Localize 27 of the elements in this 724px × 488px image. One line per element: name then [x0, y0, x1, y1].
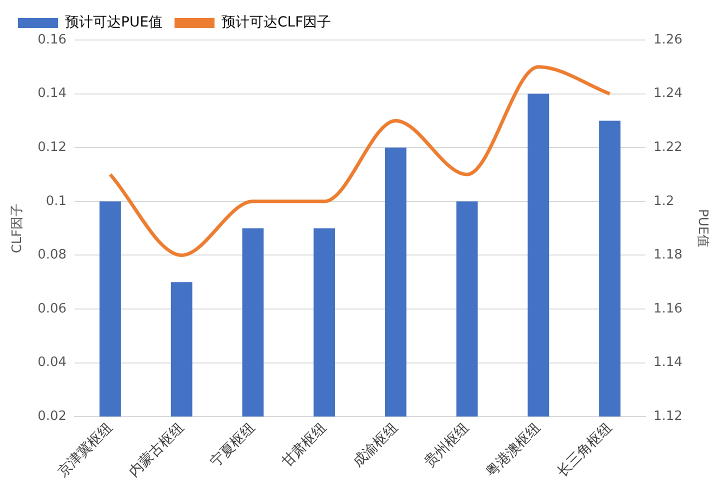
y2-tick-label: 1.26 [653, 32, 682, 48]
y-tick-label: 0.14 [38, 86, 67, 102]
y-tick-label: 0.1 [46, 194, 67, 209]
y2-tick-label: 1.12 [653, 409, 682, 424]
legend-label: 预计可达CLF因子 [222, 14, 332, 31]
x-tick-label: 长三角枢纽 [554, 420, 616, 480]
legend-label: 预计可达PUE值 [65, 14, 163, 31]
y2-tick-label: 1.14 [653, 355, 682, 370]
x-tick-label: 贵州枢纽 [422, 420, 472, 471]
y-tick-label: 0.04 [38, 355, 67, 370]
y2-axis-title: PUE值 [694, 209, 710, 248]
line-series [108, 65, 612, 257]
x-tick-label: 粤港澳枢纽 [483, 420, 544, 480]
y-tick-label: 0.08 [38, 248, 67, 263]
x-tick-label: 内蒙古枢纽 [126, 420, 187, 480]
y-axis-title: CLF因子 [10, 203, 26, 254]
y2-tick-label: 1.18 [653, 248, 682, 263]
x-tick-label: 甘肃枢纽 [278, 420, 330, 471]
y2-tick-label: 1.22 [653, 140, 682, 155]
y-tick-label: 0.12 [38, 140, 67, 155]
y-tick-label: 0.16 [38, 32, 67, 48]
y2-tick-label: 1.24 [653, 86, 682, 102]
x-tick-label: 成渝枢纽 [350, 420, 402, 471]
y2-tick-label: 1.2 [653, 194, 674, 209]
x-tick-label: 宁夏枢纽 [207, 420, 258, 471]
y-tick-label: 0.06 [38, 301, 67, 316]
y2-tick-label: 1.16 [653, 301, 682, 316]
